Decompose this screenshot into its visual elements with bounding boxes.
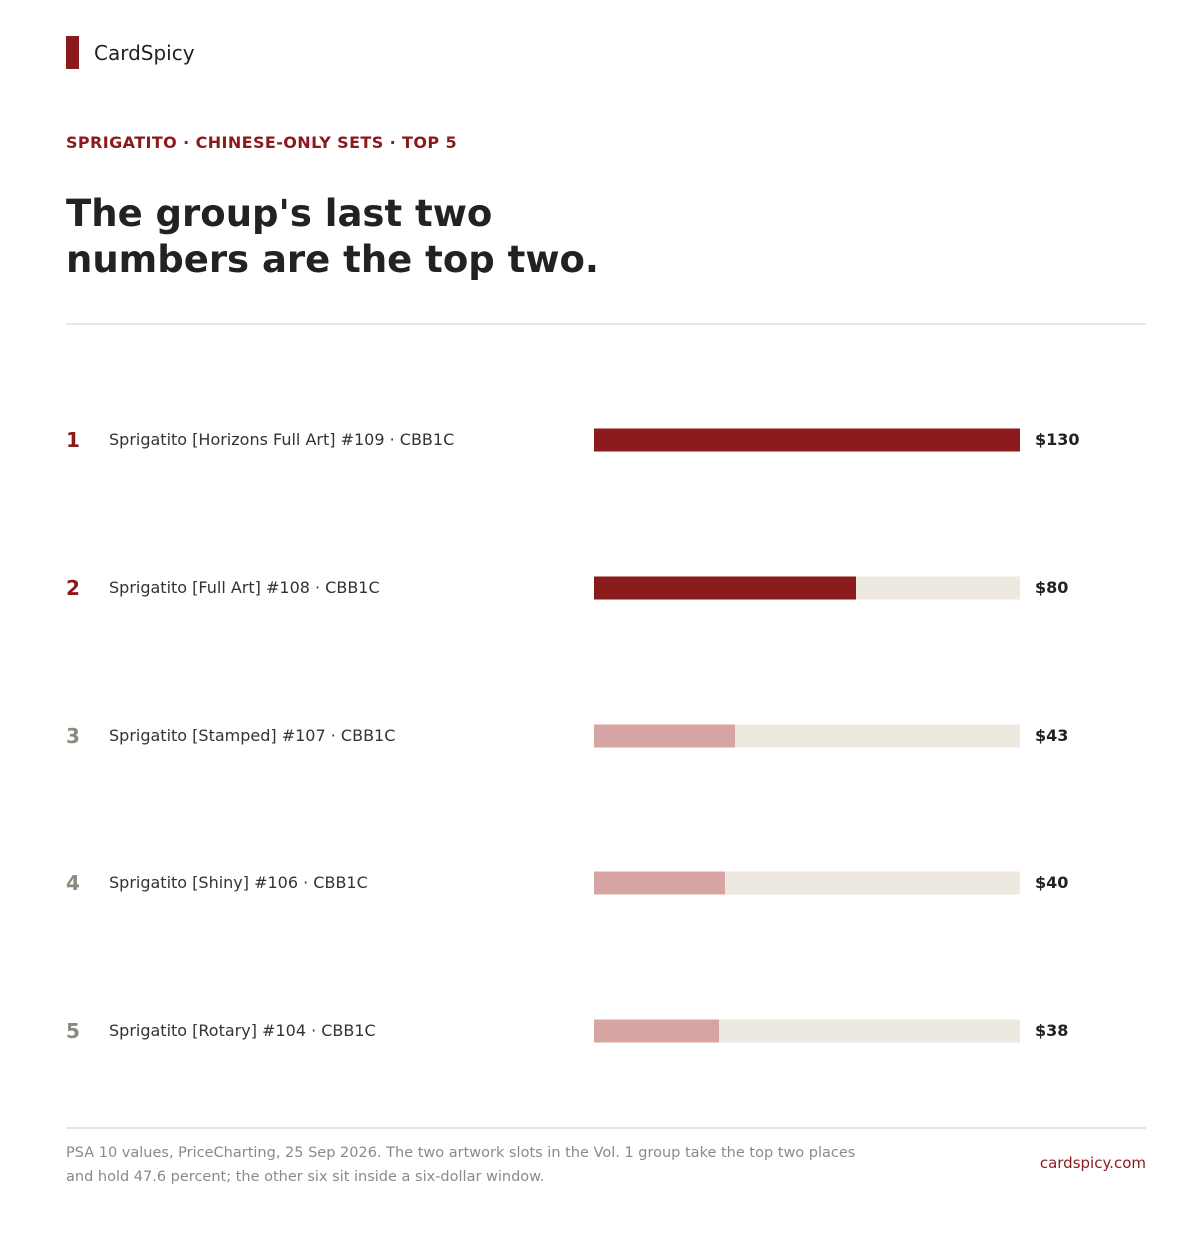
- value-label: $38: [1035, 1021, 1069, 1040]
- rank-number: 1: [66, 428, 80, 452]
- rank-number: 3: [66, 723, 80, 748]
- category-label: Sprigatito [Shiny] #106 · CBB1C: [109, 873, 368, 893]
- bar-row: 3 Sprigatito [Stamped] #107 · CBB1C $43: [0, 716, 1200, 756]
- rank-number: 2: [66, 575, 80, 600]
- headline-line-1: The group's last two: [66, 192, 493, 235]
- value-label: $130: [1035, 430, 1080, 449]
- bar: [594, 428, 1020, 452]
- brand-mark-icon: [66, 36, 79, 69]
- site-link[interactable]: cardspicy.com: [1039, 1154, 1146, 1172]
- bar-row: 1 Sprigatito [Horizons Full Art] #109 · C…: [0, 420, 1200, 460]
- value-label: $43: [1035, 725, 1069, 745]
- headline-line-2: numbers are the top two.: [66, 238, 599, 281]
- footnote-line-1: PSA 10 values, PriceCharting, 25 Sep 202…: [66, 1145, 856, 1161]
- eyebrow-label: SPRIGATITO · CHINESE-ONLY SETS · TOP 5: [66, 133, 458, 152]
- bar-track: [594, 1019, 1020, 1043]
- footnote-line-2: and hold 47.6 percent; the other six sit…: [66, 1169, 545, 1185]
- bar: [594, 724, 735, 747]
- category-label: Sprigatito [Full Art] #108 · CBB1C: [109, 577, 380, 597]
- bar-row: 4 Sprigatito [Shiny] #106 · CBB1C $40: [0, 863, 1200, 903]
- brand-name: CardSpicy: [94, 40, 195, 65]
- rank-number: 5: [66, 1019, 80, 1043]
- value-label: $40: [1035, 873, 1069, 893]
- source-footnote: PSA 10 values, PriceCharting, 25 Sep 202…: [66, 1141, 946, 1189]
- bar-row: 5 Sprigatito [Rotary] #104 · CBB1C $38: [0, 1011, 1200, 1051]
- bar: [594, 871, 726, 895]
- top-divider: [66, 323, 1146, 325]
- brand-header: CardSpicy: [66, 36, 195, 69]
- bar-track: [594, 871, 1020, 895]
- value-label: $80: [1035, 577, 1069, 597]
- category-label: Sprigatito [Rotary] #104 · CBB1C: [109, 1021, 376, 1040]
- category-label: Sprigatito [Stamped] #107 · CBB1C: [109, 725, 396, 745]
- bar: [594, 1019, 719, 1043]
- headline: The group's last two numbers are the top…: [66, 191, 706, 283]
- bar-track: [594, 724, 1020, 747]
- bar-track: [594, 428, 1020, 452]
- rank-number: 4: [66, 871, 80, 896]
- bar-track: [594, 576, 1020, 600]
- bar: [594, 576, 857, 600]
- bar-row: 2 Sprigatito [Full Art] #108 · CBB1C $80: [0, 568, 1200, 608]
- category-label: Sprigatito [Horizons Full Art] #109 · CB…: [109, 430, 455, 449]
- bottom-divider: [66, 1127, 1146, 1129]
